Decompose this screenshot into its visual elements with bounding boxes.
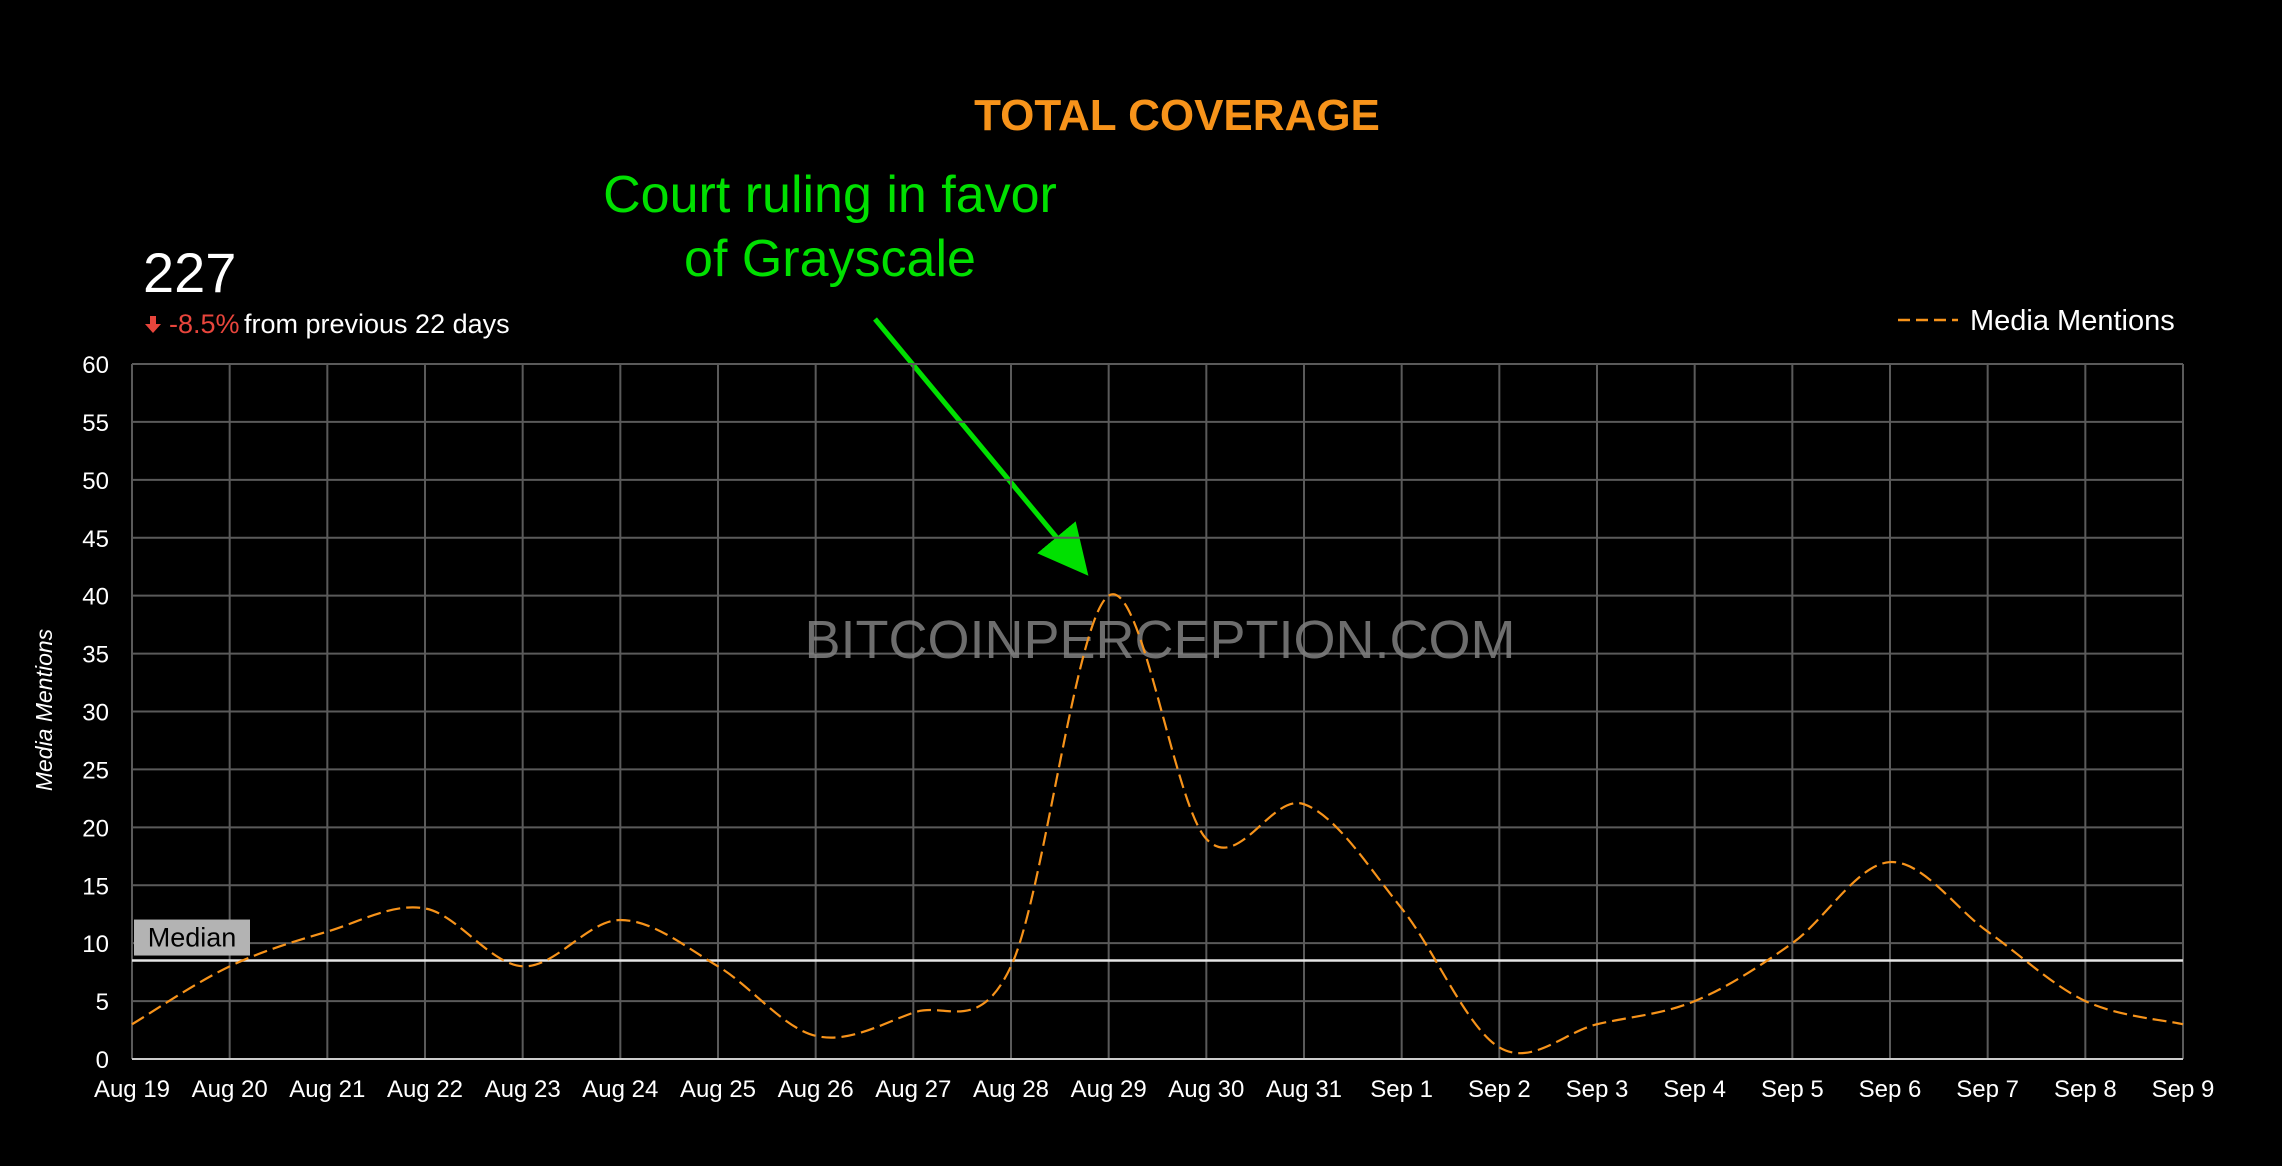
grid [131,363,2184,1060]
median-label: Median [148,923,237,953]
x-tick-label: Aug 24 [582,1076,658,1103]
x-tick-label: Aug 19 [94,1076,170,1103]
x-tick-label: Aug 20 [192,1076,268,1103]
x-tick-label: Aug 21 [289,1076,365,1103]
y-tick-labels: 0 5 10 15 20 25 30 35 40 45 50 55 60 [82,352,109,1074]
y-tick-label: 15 [82,873,109,900]
y-tick-label: 50 [82,468,109,495]
x-tick-label: Sep 1 [1370,1076,1433,1103]
x-tick-label: Aug 29 [1071,1076,1147,1103]
y-tick-label: 20 [82,815,109,842]
y-tick-label: 5 [96,989,109,1016]
y-tick-label: 40 [82,584,109,611]
x-tick-label: Aug 31 [1266,1076,1342,1103]
x-tick-label: Sep 5 [1761,1076,1824,1103]
y-tick-label: 60 [82,352,109,379]
legend-label: Media Mentions [1970,305,2175,337]
x-tick-label: Aug 26 [778,1076,854,1103]
series-line [131,593,2184,1055]
y-tick-label: 55 [82,410,109,437]
y-tick-label: 0 [96,1047,109,1074]
y-tick-label: 35 [82,642,109,669]
y-tick-label: 30 [82,700,109,727]
arrow-down-icon [145,316,161,333]
x-tick-label: Aug 30 [1168,1076,1244,1103]
total-count: 227 [143,241,236,304]
annotation-line-1: Court ruling in favor [603,166,1057,224]
y-tick-label: 25 [82,757,109,784]
x-tick-label: Sep 2 [1468,1076,1531,1103]
series-media-mentions [131,593,2184,1055]
annotation-line-2: of Grayscale [684,230,976,288]
x-tick-label: Aug 23 [485,1076,561,1103]
x-tick-label: Aug 25 [680,1076,756,1103]
median-line: Median [132,919,2183,962]
x-tick-label: Aug 27 [875,1076,951,1103]
y-tick-label: 45 [82,526,109,553]
x-tick-label: Sep 6 [1859,1076,1922,1103]
x-tick-label: Sep 3 [1566,1076,1629,1103]
x-tick-label: Sep 8 [2054,1076,2117,1103]
x-tick-label: Sep 7 [1956,1076,2019,1103]
median-label-box [134,919,250,956]
x-tick-label: Aug 22 [387,1076,463,1103]
annotation: Court ruling in favor of Grayscale [603,166,1089,576]
watermark: BITCOINPERCEPTION.COM [804,610,1515,670]
x-tick-label: Sep 9 [2152,1076,2215,1103]
change-indicator: -8.5% from previous 22 days [145,309,510,339]
x-tick-label: Aug 28 [973,1076,1049,1103]
legend: Media Mentions [1898,305,2175,337]
y-axis-label: Media Mentions [31,628,57,791]
change-suffix: from previous 22 days [244,309,510,339]
annotation-arrow [873,317,1089,576]
chart-title: TOTAL COVERAGE [974,91,1380,140]
change-percent: -8.5% [169,309,240,339]
x-tick-label: Sep 4 [1663,1076,1726,1103]
x-tick-labels: Aug 19 Aug 20 Aug 21 Aug 22 Aug 23 Aug 24 Aug … [94,1076,2214,1103]
y-tick-label: 10 [82,931,109,958]
